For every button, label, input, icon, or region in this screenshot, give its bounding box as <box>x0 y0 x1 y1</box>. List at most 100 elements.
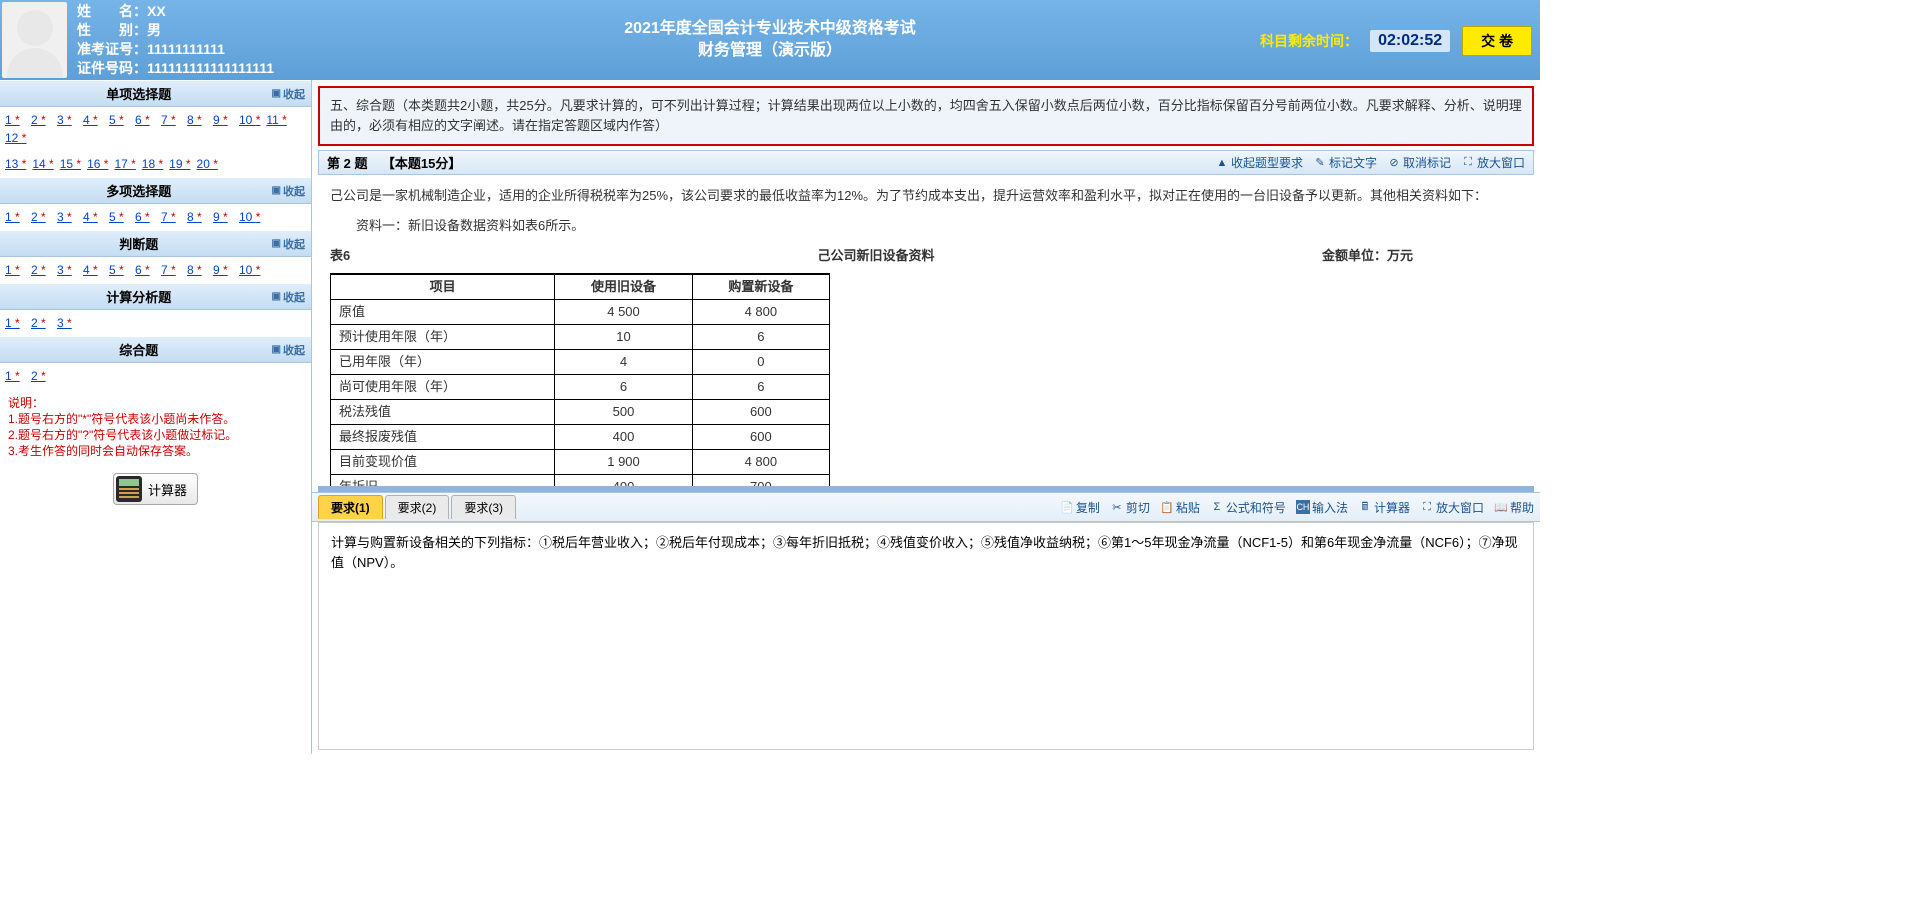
question-link[interactable]: 6 * <box>132 261 158 279</box>
collapse-button[interactable]: ▣收起 <box>272 236 305 252</box>
question-link[interactable]: 19 * <box>166 155 193 173</box>
answer-area[interactable]: 计算与购置新设备相关的下列指标：①税后年营业收入；②税后年付现成本；③每年折旧抵… <box>318 522 1534 750</box>
submit-button[interactable]: 交 卷 <box>1462 26 1532 56</box>
question-link[interactable]: 7 * <box>158 111 184 129</box>
question-link[interactable]: 15 * <box>57 155 84 173</box>
calculator-icon <box>116 476 142 502</box>
cut-button[interactable]: ✂剪切 <box>1110 499 1150 516</box>
question-link[interactable]: 5 * <box>106 208 132 226</box>
question-link[interactable]: 5 * <box>106 261 132 279</box>
question-nav-row: 13 *14 *15 *16 *17 *18 *19 *20 * <box>0 151 311 177</box>
question-link[interactable]: 2 * <box>28 208 54 226</box>
requirement-tab[interactable]: 要求(2) <box>385 495 450 519</box>
table-cell: 400 <box>555 475 692 487</box>
requirement-tab[interactable]: 要求(3) <box>451 495 516 519</box>
question-link[interactable]: 9 * <box>210 208 236 226</box>
section-title: 计算分析题 <box>6 287 272 306</box>
question-link[interactable]: 9 * <box>210 111 236 129</box>
question-link[interactable]: 1 * <box>2 111 28 129</box>
help-button[interactable]: 📖帮助 <box>1494 499 1534 516</box>
question-link[interactable]: 7 * <box>158 261 184 279</box>
question-link[interactable]: 17 * <box>111 155 138 173</box>
pencil-icon: ✎ <box>1313 156 1327 170</box>
question-link[interactable]: 16 * <box>84 155 111 173</box>
question-link[interactable]: 7 * <box>158 208 184 226</box>
calc-icon: 🖩 <box>1358 500 1372 514</box>
gender-label: 性 别： <box>77 21 147 40</box>
question-link[interactable]: 2 * <box>28 261 54 279</box>
question-link[interactable]: 5 * <box>106 111 132 129</box>
ime-button[interactable]: CH输入法 <box>1296 499 1348 516</box>
table-cell: 4 <box>555 350 692 375</box>
question-link[interactable]: 2 * <box>28 111 54 129</box>
collapse-button[interactable]: ▣收起 <box>272 342 305 358</box>
collapse-button[interactable]: ▣收起 <box>272 289 305 305</box>
table-row: 目前变现价值1 9004 800 <box>331 450 830 475</box>
formula-button[interactable]: Σ公式和符号 <box>1210 499 1286 516</box>
question-bar: 第 2 题 【本题15分】 ▲收起题型要求 ✎标记文字 ⊘取消标记 ⛶放大窗口 <box>318 150 1534 175</box>
question-link[interactable]: 1 * <box>2 208 28 226</box>
table-row: 税法残值500600 <box>331 400 830 425</box>
question-link[interactable]: 2 * <box>28 314 54 332</box>
enlarge-window-link[interactable]: ⛶放大窗口 <box>1461 154 1525 171</box>
candidate-info: 姓 名：XX 性 别：男 准考证号：11111111111 证件号码：11111… <box>77 2 274 78</box>
question-link[interactable]: 10 * <box>236 261 263 279</box>
calc-button[interactable]: 🖩计算器 <box>1358 499 1410 516</box>
question-link[interactable]: 2 * <box>28 367 54 385</box>
table-title: 己公司新旧设备资料 <box>510 245 1242 267</box>
ime-icon: CH <box>1296 500 1310 514</box>
question-link[interactable]: 12 * <box>2 129 29 147</box>
mark-text-link[interactable]: ✎标记文字 <box>1313 154 1377 171</box>
question-link[interactable]: 13 * <box>2 155 29 173</box>
notes-line3: 3.考生作答的同时会自动保存答案。 <box>8 443 303 459</box>
question-link[interactable]: 20 * <box>194 155 221 173</box>
question-link[interactable]: 8 * <box>184 261 210 279</box>
collapse-up-icon: ▲ <box>1215 156 1229 170</box>
question-link[interactable]: 6 * <box>132 208 158 226</box>
question-link[interactable]: 4 * <box>80 261 106 279</box>
copy-button[interactable]: 📄复制 <box>1060 499 1100 516</box>
section-header: 计算分析题▣收起 <box>0 283 311 310</box>
question-link[interactable]: 8 * <box>184 111 210 129</box>
table-cell: 400 <box>555 425 692 450</box>
requirement-tab[interactable]: 要求(1) <box>318 495 383 519</box>
section-header: 判断题▣收起 <box>0 230 311 257</box>
question-link[interactable]: 14 * <box>29 155 56 173</box>
question-link[interactable]: 18 * <box>139 155 166 173</box>
question-link[interactable]: 10 * <box>236 111 263 129</box>
equipment-table: 项目使用旧设备购置新设备原值4 5004 800预计使用年限（年）106已用年限… <box>330 273 830 486</box>
question-link[interactable]: 3 * <box>54 261 80 279</box>
question-link[interactable]: 10 * <box>236 208 263 226</box>
table-row: 原值4 5004 800 <box>331 300 830 325</box>
question-link[interactable]: 1 * <box>2 314 28 332</box>
question-link[interactable]: 3 * <box>54 111 80 129</box>
question-link[interactable]: 9 * <box>210 261 236 279</box>
collapse-button[interactable]: ▣收起 <box>272 86 305 102</box>
question-link[interactable]: 8 * <box>184 208 210 226</box>
table-cell: 6 <box>692 325 829 350</box>
question-nav-row: 1 *2 *3 *4 *5 *6 *7 *8 *9 *10 * <box>0 204 311 230</box>
table-cell: 尚可使用年限（年） <box>331 375 555 400</box>
paste-button[interactable]: 📋粘贴 <box>1160 499 1200 516</box>
copy-icon: 📄 <box>1060 500 1074 514</box>
question-link[interactable]: 4 * <box>80 111 106 129</box>
calculator-button[interactable]: 计算器 <box>113 473 198 505</box>
question-link[interactable]: 11 * <box>263 111 289 129</box>
question-link[interactable]: 1 * <box>2 261 28 279</box>
table-cell: 0 <box>692 350 829 375</box>
collapse-button[interactable]: ▣收起 <box>272 183 305 199</box>
table-cell: 原值 <box>331 300 555 325</box>
unmark-link[interactable]: ⊘取消标记 <box>1387 154 1451 171</box>
table-cell: 600 <box>692 425 829 450</box>
question-para2: 资料一：新旧设备数据资料如表6所示。 <box>330 215 1522 237</box>
question-link[interactable]: 1 * <box>2 367 28 385</box>
question-link[interactable]: 6 * <box>132 111 158 129</box>
collapse-requirement-link[interactable]: ▲收起题型要求 <box>1215 154 1303 171</box>
question-link[interactable]: 4 * <box>80 208 106 226</box>
question-link[interactable]: 3 * <box>54 314 80 332</box>
timer-label: 科目剩余时间： <box>1260 31 1358 51</box>
enlarge-answer-link[interactable]: ⛶放大窗口 <box>1420 499 1484 516</box>
sigma-icon: Σ <box>1210 500 1224 514</box>
table-cell: 500 <box>555 400 692 425</box>
question-link[interactable]: 3 * <box>54 208 80 226</box>
